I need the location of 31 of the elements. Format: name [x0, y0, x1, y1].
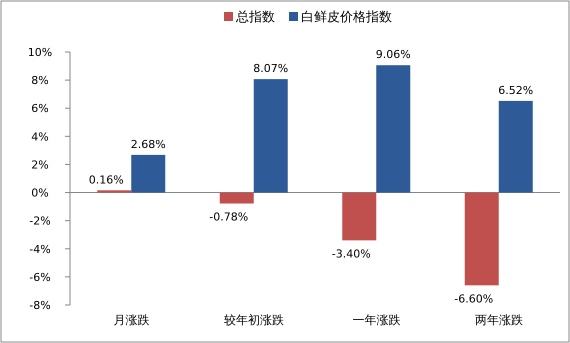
bar — [464, 192, 499, 286]
bar — [254, 79, 288, 193]
data-label: -0.78% — [209, 210, 248, 224]
legend-label: 白鲜皮价格指数 — [301, 10, 392, 25]
bar — [498, 100, 533, 193]
y-tick-label: 8% — [31, 74, 49, 88]
legend-label: 总指数 — [235, 10, 275, 25]
y-tick-label: 0% — [31, 186, 49, 200]
bar — [220, 192, 254, 204]
x-tick-label: 两年涨跌 — [474, 313, 523, 327]
bar — [342, 192, 376, 240]
data-label: 6.52% — [498, 84, 534, 97]
y-tick-label: 10% — [28, 46, 52, 59]
bar — [131, 154, 166, 193]
data-label: 8.07% — [253, 62, 288, 76]
x-tick-label: 较年初涨跌 — [224, 313, 284, 327]
y-tick-label: -4% — [29, 242, 51, 256]
data-label: -6.60% — [454, 292, 494, 306]
y-tick-label: -8% — [29, 299, 51, 312]
y-tick-label: 2% — [31, 158, 49, 172]
x-tick-label: 月涨跌 — [113, 313, 150, 327]
data-label: 2.68% — [130, 138, 166, 151]
y-tick-label: 4% — [31, 130, 49, 144]
y-tick-label: -2% — [29, 214, 51, 228]
data-label: -3.40% — [332, 247, 371, 260]
bar — [376, 65, 410, 193]
data-label: 0.16% — [88, 173, 124, 186]
y-tick-label: 6% — [31, 102, 49, 116]
x-tick-label: 一年涨跌 — [352, 313, 400, 327]
y-tick-label: -6% — [29, 270, 51, 284]
data-label: 9.06% — [376, 48, 411, 62]
